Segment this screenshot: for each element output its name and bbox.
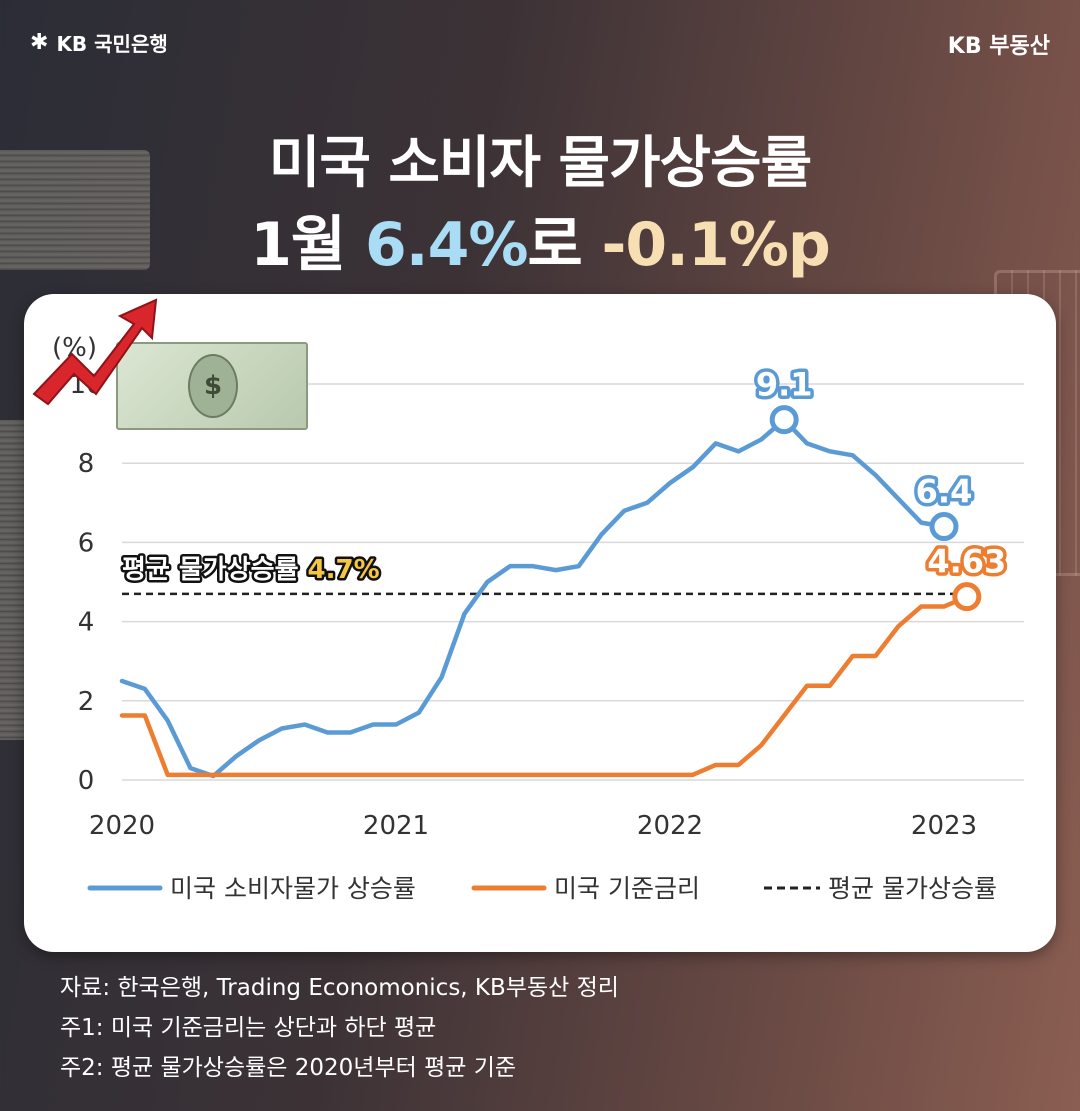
page-title-line2: 1월 6.4%로 -0.1%p <box>0 196 1080 283</box>
average-label-value: 4.7% <box>308 555 380 585</box>
title-cpi-value: 6.4% <box>365 210 528 280</box>
y-tick-label: 4 <box>78 608 95 638</box>
title-change-value: -0.1%p <box>601 210 831 280</box>
x-tick-label: 2023 <box>911 811 977 841</box>
cpi-series-line <box>119 417 947 779</box>
cpi-annotation-label: 9.1 <box>756 366 813 404</box>
rate-series-line <box>119 594 970 778</box>
x-tick-label: 2021 <box>363 811 429 841</box>
average-label: 평균 물가상승률 4.7% <box>122 555 380 585</box>
cpi-annotation-marker <box>929 512 959 542</box>
legend-cpi-label: 미국 소비자물가 상승률 <box>170 874 416 903</box>
average-label-text: 평균 물가상승률 <box>122 555 308 585</box>
note-1: 주1: 미국 기준금리는 상단과 하단 평균 <box>60 1015 437 1041</box>
title-connector: 로 <box>527 210 602 280</box>
source-note: 자료: 한국은행, Trading Economonics, KB부동산 정리 <box>60 975 619 1001</box>
rising-arrow-icon <box>32 298 158 406</box>
title-month: 1월 <box>250 210 366 280</box>
footnotes: 자료: 한국은행, Trading Economonics, KB부동산 정리 … <box>60 968 619 1088</box>
rate-annotation-label: 4.63 <box>927 543 1006 581</box>
y-tick-label: 2 <box>78 687 95 717</box>
note-2: 주2: 평균 물가상승률은 2020년부터 평균 기준 <box>60 1055 517 1081</box>
dollar-bill-illustration: $ <box>116 342 308 430</box>
x-tick-label: 2020 <box>89 811 155 841</box>
x-tick-label: 2022 <box>637 811 703 841</box>
y-tick-label: 6 <box>78 528 95 558</box>
legend-rate-label: 미국 기준금리 <box>554 874 700 903</box>
page-title-line1: 미국 소비자 물가상승률 <box>268 131 812 196</box>
kb-realestate-logo: KB 부동산 <box>947 34 1050 59</box>
cpi-annotation-label: 6.4 <box>916 473 973 511</box>
y-tick-label: 0 <box>78 766 95 796</box>
top-bar: ✱ KB 국민은행 KB 부동산 <box>30 28 1050 59</box>
inflation-chart: (%)02468102020202120222023평균 물가상승률 4.7%9… <box>52 333 1024 903</box>
brand-left-label: KB 국민은행 <box>56 32 168 56</box>
kb-star-icon: ✱ <box>30 30 49 55</box>
dollar-sign-icon: $ <box>188 354 238 418</box>
rate-annotation-marker <box>952 582 982 612</box>
money-stack-decoration <box>0 150 150 270</box>
y-tick-label: 8 <box>78 449 95 479</box>
kb-bank-logo: ✱ KB 국민은행 <box>30 28 168 57</box>
cpi-annotation-marker <box>769 405 799 435</box>
legend-avg-label: 평균 물가상승률 <box>828 874 997 903</box>
chart-card: (%)02468102020202120222023평균 물가상승률 4.7%9… <box>24 294 1056 952</box>
